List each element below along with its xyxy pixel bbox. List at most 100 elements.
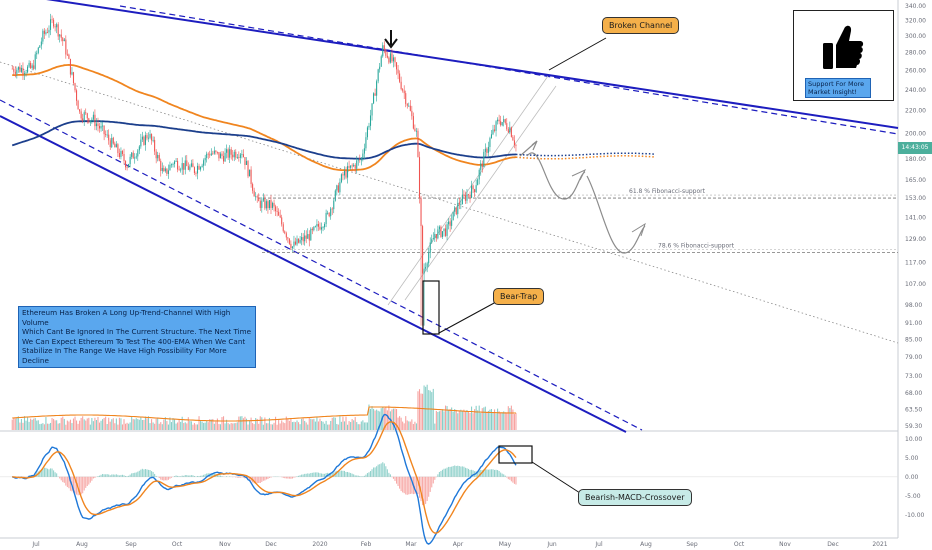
volume-bar	[291, 422, 293, 430]
macd-histogram-bar	[478, 470, 480, 477]
projection-path-1	[526, 152, 586, 200]
volume-bar	[345, 416, 347, 430]
macd-histogram-bar	[203, 474, 205, 477]
macd-histogram-bar	[388, 472, 390, 477]
candle-body	[322, 227, 324, 228]
candle-body	[422, 226, 424, 274]
macd-histogram-bar	[218, 475, 220, 477]
volume-bar	[177, 422, 179, 430]
candle-body	[290, 243, 292, 249]
macd-histogram-bar	[270, 476, 272, 478]
time-tick-label: Jul	[594, 541, 603, 548]
macd-histogram-bar	[144, 469, 146, 477]
volume-bar	[37, 420, 39, 430]
candle-body	[423, 268, 425, 274]
candle-body	[403, 90, 405, 94]
macd-histogram-bar	[409, 476, 411, 494]
macd-histogram-bar	[350, 472, 352, 477]
candle-body	[399, 73, 401, 82]
macd-histogram-bar	[259, 476, 261, 483]
candle-body	[167, 170, 169, 174]
macd-histogram-bar	[498, 470, 500, 477]
candle-body	[11, 68, 13, 70]
candle-body	[86, 113, 88, 119]
macd-histogram-bar	[109, 475, 111, 477]
macd-histogram-bar	[369, 471, 372, 477]
volume-bar	[420, 393, 422, 430]
candle-body	[464, 195, 466, 201]
volume-bar	[271, 424, 274, 430]
macd-histogram-bar	[97, 476, 99, 477]
volume-bar	[25, 420, 27, 430]
candle-body	[319, 226, 321, 230]
broken-channel-pointer	[548, 37, 607, 71]
volume-bar	[160, 422, 162, 430]
candle-body	[359, 159, 361, 161]
candle-body	[386, 55, 388, 58]
macd-histogram-bar	[449, 466, 451, 477]
macd-histogram-bar	[163, 476, 165, 481]
candle-body	[328, 212, 330, 217]
macd-histogram-bar	[448, 466, 450, 477]
candle-body	[504, 119, 506, 124]
volume-bar	[497, 408, 499, 430]
macd-histogram-bar	[115, 474, 117, 477]
volume-bar	[449, 409, 451, 430]
candle-body	[206, 153, 208, 158]
volume-bar	[236, 422, 238, 430]
macd-histogram-bar	[235, 476, 237, 478]
volume-bar	[296, 420, 298, 430]
volume-bar	[350, 422, 352, 430]
candle-body	[487, 146, 489, 153]
projection-path-2	[586, 175, 646, 254]
volume-bar	[195, 424, 197, 430]
price-tick-label: 240.00	[905, 87, 926, 94]
volume-bar	[241, 416, 243, 430]
macd-histogram-bar	[392, 476, 395, 479]
candle-body	[195, 172, 197, 174]
macd-histogram-bar	[402, 476, 404, 493]
volume-bar	[330, 420, 332, 430]
volume-bar	[489, 409, 491, 430]
candle-body	[512, 136, 514, 141]
macd-histogram-bar	[481, 470, 483, 477]
candle-body	[365, 137, 367, 149]
volume-bar	[270, 424, 272, 430]
candle-body	[490, 134, 492, 139]
candle-body	[363, 148, 365, 154]
candle-body	[461, 194, 463, 205]
time-tick-label: Sep	[125, 541, 137, 548]
macd-crossover-pointer	[531, 461, 581, 494]
volume-bar	[206, 421, 208, 430]
macd-histogram-bar	[444, 468, 447, 477]
volume-bar	[125, 423, 127, 430]
macd-histogram-bar	[503, 474, 505, 477]
volume-bar	[71, 423, 73, 430]
volume-bar	[249, 420, 251, 430]
candle-body	[324, 224, 326, 228]
candle-body	[193, 167, 195, 173]
price-tick-label: 220.00	[905, 108, 926, 115]
candle-body	[458, 202, 460, 205]
candle-body	[244, 157, 246, 166]
candle-body	[435, 234, 437, 239]
macd-histogram-bar	[506, 476, 508, 478]
macd-histogram-bar	[49, 468, 52, 477]
macd-histogram-bar	[40, 469, 42, 477]
volume-bar	[368, 404, 370, 430]
macd-histogram-bar	[512, 476, 514, 483]
macd-crossover-box	[498, 445, 533, 464]
candle-body	[13, 68, 15, 72]
macd-histogram-bar	[307, 473, 309, 477]
candle-body	[146, 135, 148, 139]
candle-body	[241, 154, 243, 156]
candle-body	[256, 196, 258, 198]
volume-bar	[415, 423, 417, 430]
volume-bar	[472, 413, 474, 430]
volume-bar	[17, 416, 19, 430]
time-tick-label: Dec	[827, 541, 839, 548]
time-tick-label: Oct	[734, 541, 745, 548]
candle-body	[400, 81, 402, 90]
candle-body	[432, 238, 434, 240]
